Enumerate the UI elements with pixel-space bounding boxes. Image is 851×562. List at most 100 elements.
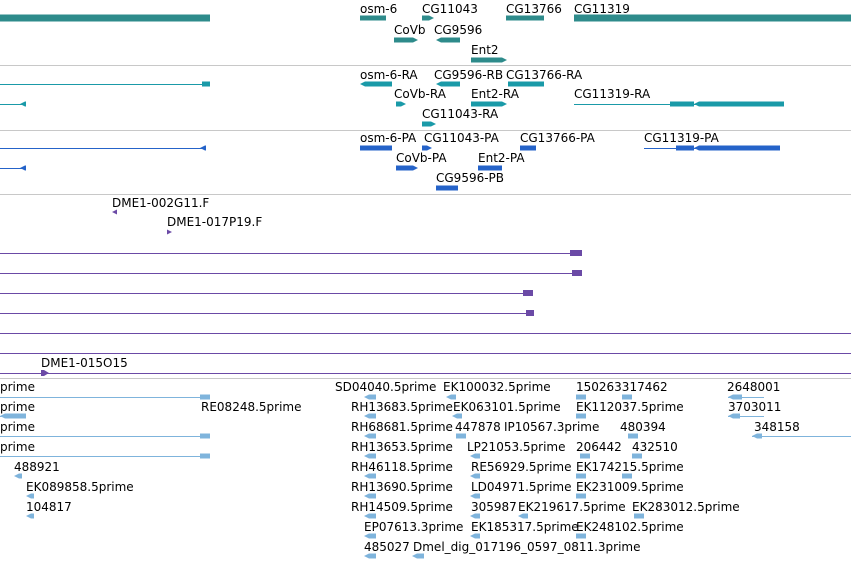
feature-glyph[interactable] (470, 493, 480, 499)
feature-label-rh13683-5prime[interactable]: RH13683.5prime (351, 400, 453, 414)
feature-label-ek174215-5prime[interactable]: EK174215.5prime (576, 460, 684, 474)
feature-label-ek185317-5prime[interactable]: EK185317.5prime (471, 520, 579, 534)
feature-label-dmel-dig-017196-0597-0811-3prime[interactable]: Dmel_dig_017196_0597_0811.3prime (413, 540, 641, 554)
feature-glyph[interactable] (676, 145, 694, 151)
feature-label-305987[interactable]: 305987 (471, 500, 517, 514)
feature-label-lp21053-5prime[interactable]: LP21053.5prime (467, 440, 566, 454)
feature-glyph[interactable] (26, 513, 34, 519)
feature-glyph[interactable] (364, 473, 376, 479)
feature-label-104817[interactable]: 104817 (26, 500, 72, 514)
feature-label-ek283012-5prime[interactable]: EK283012.5prime (632, 500, 740, 514)
feature-label-ip10567-3prime[interactable]: IP10567.3prime (504, 420, 599, 434)
feature-glyph[interactable] (523, 290, 533, 296)
feature-glyph[interactable] (570, 250, 582, 256)
feature-glyph[interactable] (422, 121, 436, 127)
feature-glyph[interactable] (200, 394, 210, 400)
feature-label-cg11319-ra[interactable]: CG11319-RA (574, 87, 651, 101)
feature-glyph[interactable] (20, 165, 26, 171)
feature-label-osm-6-ra[interactable]: osm-6-RA (360, 68, 418, 82)
feature-label-cg9596[interactable]: CG9596 (434, 23, 482, 37)
feature-label-cg9596-pb[interactable]: CG9596-PB (436, 171, 504, 185)
feature-label-485027[interactable]: 485027 (364, 540, 410, 554)
feature-label-150263317462[interactable]: 150263317462 (576, 380, 668, 394)
feature-glyph[interactable] (622, 394, 632, 400)
feature-label-ep07613-3prime[interactable]: EP07613.3prime (364, 520, 463, 534)
feature-glyph[interactable] (364, 493, 376, 499)
feature-label-prime[interactable]: prime (0, 400, 35, 414)
feature-label-480394[interactable]: 480394 (620, 420, 666, 434)
feature-label-rh46118-5prime[interactable]: RH46118.5prime (351, 460, 453, 474)
feature-label-rh14509-5prime[interactable]: RH14509.5prime (351, 500, 453, 514)
feature-glyph[interactable] (520, 145, 536, 151)
feature-label-447878[interactable]: 447878 (455, 420, 501, 434)
feature-label-cg11319[interactable]: CG11319 (574, 2, 630, 16)
feature-glyph[interactable] (436, 37, 460, 43)
feature-label-348158[interactable]: 348158 (754, 420, 800, 434)
feature-glyph[interactable] (14, 473, 22, 479)
feature-label-cg11043-ra[interactable]: CG11043-RA (422, 107, 499, 121)
feature-glyph[interactable] (20, 101, 26, 107)
feature-glyph[interactable] (360, 15, 386, 21)
feature-glyph[interactable] (526, 310, 534, 316)
feature-label-prime[interactable]: prime (0, 420, 35, 434)
feature-label-rh68681-5prime[interactable]: RH68681.5prime (351, 420, 453, 434)
feature-label-prime[interactable]: prime (0, 440, 35, 454)
feature-label-prime[interactable]: prime (0, 380, 35, 394)
feature-glyph[interactable] (422, 145, 432, 151)
feature-glyph[interactable] (364, 513, 376, 519)
feature-glyph[interactable] (412, 553, 424, 559)
feature-glyph[interactable] (456, 433, 466, 439)
feature-glyph[interactable] (364, 433, 376, 439)
feature-glyph[interactable] (394, 37, 418, 43)
feature-glyph[interactable] (694, 145, 780, 151)
feature-glyph[interactable] (41, 370, 49, 376)
feature-glyph[interactable] (422, 15, 434, 21)
feature-glyph[interactable] (452, 413, 462, 419)
feature-glyph[interactable] (632, 453, 642, 459)
feature-label-cg11043[interactable]: CG11043 (422, 2, 478, 16)
feature-glyph[interactable] (576, 413, 586, 419)
feature-glyph[interactable] (470, 513, 480, 519)
feature-label-dme1-002g11-f[interactable]: DME1-002G11.F (112, 196, 209, 210)
feature-glyph[interactable] (574, 14, 851, 22)
feature-glyph[interactable] (470, 453, 480, 459)
feature-label-ek219617-5prime[interactable]: EK219617.5prime (518, 500, 626, 514)
feature-glyph[interactable] (26, 493, 34, 499)
feature-label-covb-ra[interactable]: CoVb-RA (394, 87, 447, 101)
feature-glyph[interactable] (396, 101, 406, 107)
feature-glyph[interactable] (576, 394, 586, 400)
feature-glyph[interactable] (752, 433, 762, 439)
feature-glyph[interactable] (436, 81, 460, 87)
feature-label-cg13766-pa[interactable]: CG13766-PA (520, 131, 596, 145)
feature-glyph[interactable] (470, 533, 480, 539)
feature-glyph[interactable] (360, 81, 392, 87)
feature-glyph[interactable] (508, 81, 544, 87)
feature-label-cg11043-pa[interactable]: CG11043-PA (424, 131, 500, 145)
feature-glyph[interactable] (471, 57, 507, 63)
feature-glyph[interactable] (200, 453, 210, 459)
feature-label-covb[interactable]: CoVb (394, 23, 426, 37)
feature-label-ent2-ra[interactable]: Ent2-RA (471, 87, 520, 101)
feature-glyph[interactable] (576, 493, 586, 499)
feature-glyph[interactable] (506, 15, 544, 21)
feature-label-rh13653-5prime[interactable]: RH13653.5prime (351, 440, 453, 454)
feature-label-cg11319-pa[interactable]: CG11319-PA (644, 131, 720, 145)
feature-glyph[interactable] (0, 14, 210, 22)
feature-label-cg9596-rb[interactable]: CG9596-RB (434, 68, 503, 82)
feature-glyph[interactable] (728, 394, 742, 400)
feature-glyph[interactable] (202, 81, 210, 87)
feature-label-ld04971-5prime[interactable]: LD04971.5prime (471, 480, 572, 494)
feature-glyph[interactable] (518, 513, 528, 519)
feature-glyph[interactable] (167, 229, 172, 235)
feature-label-osm-6[interactable]: osm-6 (360, 2, 397, 16)
feature-label-ent2[interactable]: Ent2 (471, 43, 499, 57)
feature-label-re56929-5prime[interactable]: RE56929.5prime (471, 460, 572, 474)
feature-label-488921[interactable]: 488921 (14, 460, 60, 474)
feature-label-ek112037-5prime[interactable]: EK112037.5prime (576, 400, 684, 414)
feature-glyph[interactable] (364, 394, 376, 400)
feature-glyph[interactable] (694, 101, 784, 107)
feature-glyph[interactable] (628, 433, 638, 439)
feature-glyph[interactable] (364, 553, 376, 559)
feature-label-sd04040-5prime[interactable]: SD04040.5prime (335, 380, 436, 394)
feature-label-rh13690-5prime[interactable]: RH13690.5prime (351, 480, 453, 494)
